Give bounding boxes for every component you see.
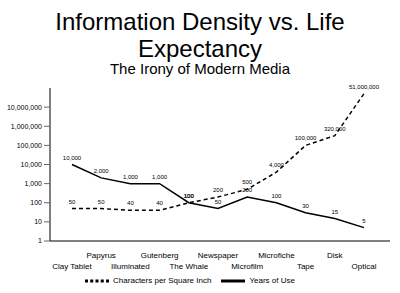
- svg-text:5: 5: [362, 218, 366, 224]
- html-text:Years of Use: Years of Use: [249, 276, 295, 286]
- svg-text:100,000: 100,000: [295, 135, 317, 141]
- svg-text:51,000,000: 51,000,000: [349, 84, 380, 90]
- html-text:The Irony of Modern Media: The Irony of Modern Media: [110, 60, 290, 77]
- svg-text:Tape: Tape: [297, 262, 315, 271]
- svg-text:50: 50: [215, 199, 222, 205]
- svg-text:1,000: 1,000: [123, 174, 139, 180]
- svg-text:50: 50: [69, 199, 76, 205]
- svg-text:40: 40: [156, 200, 163, 206]
- html-text:Information Density vs. Life E: Information Density vs. Life Expectancy: [55, 8, 345, 62]
- svg-text:1,000: 1,000: [24, 180, 42, 187]
- svg-text:100: 100: [184, 193, 195, 199]
- svg-text:Disk: Disk: [327, 251, 344, 260]
- svg-text:100: 100: [184, 193, 195, 199]
- svg-text:200: 200: [213, 187, 224, 193]
- svg-text:Optical: Optical: [352, 262, 377, 271]
- svg-text:1,000,000: 1,000,000: [11, 123, 42, 130]
- svg-text:50: 50: [98, 199, 105, 205]
- svg-text:Illuminated: Illuminated: [111, 262, 150, 271]
- svg-text:15: 15: [331, 209, 338, 215]
- svg-text:40: 40: [127, 200, 134, 206]
- svg-text:500: 500: [242, 179, 253, 185]
- svg-text:The Whale: The Whale: [169, 262, 208, 271]
- svg-text:1,000: 1,000: [152, 174, 168, 180]
- html-text:Characters per Square Inch: Characters per Square Inch: [113, 276, 212, 286]
- svg-text:Gutenberg: Gutenberg: [141, 251, 179, 260]
- svg-text:Papyrus: Papyrus: [87, 251, 116, 260]
- svg-text:10,000: 10,000: [21, 161, 43, 168]
- svg-text:100: 100: [271, 193, 282, 199]
- svg-text:2,000: 2,000: [94, 168, 110, 174]
- svg-text:Microfiche: Microfiche: [258, 251, 295, 260]
- svg-text:320,000: 320,000: [324, 126, 346, 132]
- svg-text:30: 30: [302, 203, 309, 209]
- svg-text:Microfilm: Microfilm: [231, 262, 263, 271]
- svg-text:100: 100: [30, 199, 42, 206]
- svg-text:1: 1: [38, 237, 42, 244]
- svg-text:Clay Tablet: Clay Tablet: [52, 262, 92, 271]
- svg-text:4,000: 4,000: [269, 162, 285, 168]
- svg-text:10,000,000: 10,000,000: [8, 104, 42, 111]
- svg-text:200: 200: [242, 187, 253, 193]
- svg-text:100,000: 100,000: [17, 142, 42, 149]
- svg-text:10,000: 10,000: [63, 155, 82, 161]
- svg-text:Newspaper: Newspaper: [198, 251, 239, 260]
- svg-text:10: 10: [34, 218, 42, 225]
